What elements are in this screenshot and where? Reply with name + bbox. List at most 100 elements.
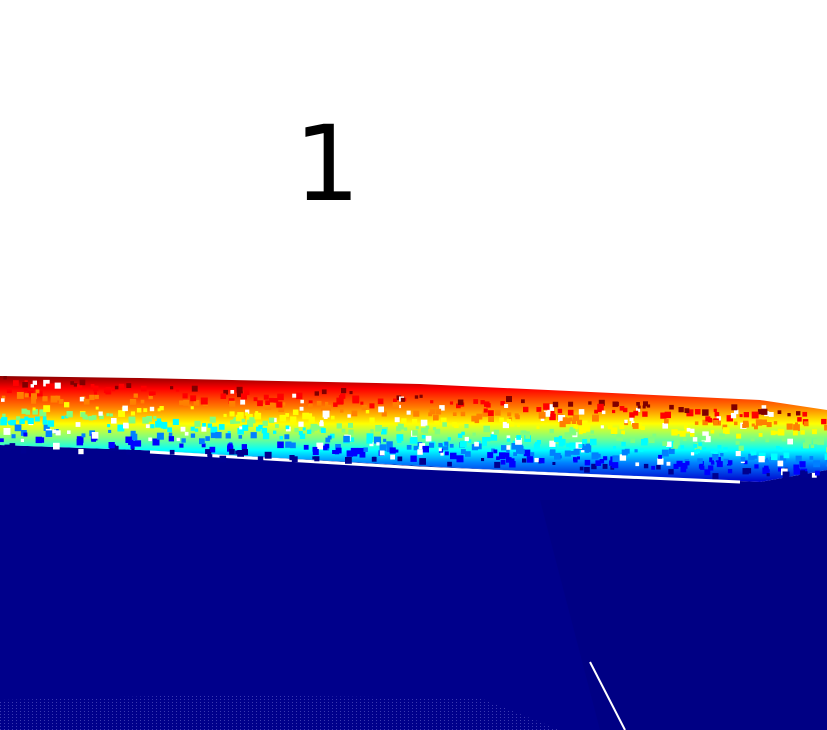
point-speckle — [99, 414, 104, 420]
point-speckle — [253, 397, 258, 402]
point-speckle — [169, 449, 175, 455]
region-label: 1 — [294, 103, 361, 225]
point-speckle — [191, 385, 198, 392]
point-speckle — [1, 398, 5, 402]
point-speckle — [94, 394, 99, 400]
point-speckle — [523, 406, 529, 413]
point-speckle — [16, 392, 24, 399]
scan-streak — [589, 661, 626, 730]
point-speckle — [588, 401, 592, 405]
point-speckle — [322, 410, 330, 418]
point-speckle — [642, 411, 648, 417]
point-speckle — [142, 417, 149, 424]
point-speckle — [523, 449, 531, 457]
point-speckle — [710, 461, 715, 465]
point-speckle — [98, 411, 103, 416]
point-speckle — [461, 431, 465, 436]
point-speckle — [562, 417, 568, 423]
point-speckle — [576, 419, 583, 426]
point-speckle — [481, 458, 485, 462]
point-speckle — [622, 449, 628, 456]
point-speckle — [694, 421, 699, 425]
point-speckle — [42, 419, 48, 425]
point-speckle — [308, 403, 313, 408]
point-speckle — [629, 412, 635, 418]
point-speckle — [751, 423, 755, 427]
point-speckle — [290, 416, 297, 423]
point-speckle — [598, 408, 602, 412]
point-speckle — [803, 421, 809, 427]
point-speckle — [482, 441, 487, 447]
point-speckle — [400, 397, 405, 402]
point-speckle — [341, 388, 347, 394]
point-speckle — [429, 442, 435, 448]
point-speckle — [600, 425, 604, 429]
point-speckle — [652, 433, 657, 438]
point-speckle — [518, 445, 524, 452]
point-speckle — [39, 409, 47, 417]
point-speckle — [323, 445, 328, 451]
point-speckle — [93, 385, 99, 392]
point-speckle — [284, 435, 288, 439]
point-speckle — [473, 399, 479, 404]
point-speckle — [449, 443, 454, 448]
point-speckle — [765, 438, 770, 443]
point-speckle — [813, 460, 821, 468]
point-speckle — [558, 415, 566, 422]
point-speckle — [106, 413, 110, 417]
point-speckle — [269, 401, 276, 408]
point-speckle — [702, 409, 709, 416]
point-speckle — [295, 392, 303, 400]
point-speckle — [799, 461, 806, 468]
point-speckle — [108, 442, 115, 449]
point-speckle — [257, 456, 264, 462]
point-speckle — [413, 410, 420, 417]
point-speckle — [539, 458, 545, 464]
point-speckle — [793, 468, 801, 475]
point-speckle — [758, 456, 765, 463]
point-speckle — [88, 416, 94, 421]
point-speckle — [658, 454, 662, 459]
point-speckle — [294, 427, 299, 433]
point-speckle — [148, 394, 153, 400]
point-speckle — [723, 460, 727, 465]
point-speckle — [243, 389, 250, 395]
point-speckle — [273, 398, 279, 403]
point-speckle — [129, 399, 136, 405]
point-speckle — [754, 464, 759, 469]
point-speckle — [130, 430, 136, 436]
point-speckle — [149, 406, 155, 412]
point-speckle — [611, 461, 619, 469]
point-speckle — [534, 457, 539, 463]
point-speckle — [519, 448, 525, 455]
point-speckle — [24, 380, 28, 384]
point-speckle — [415, 426, 419, 430]
point-speckle — [824, 424, 827, 431]
point-speckle — [9, 443, 16, 449]
point-speckle — [735, 451, 741, 457]
point-speckle — [430, 400, 434, 404]
point-speckle — [447, 437, 451, 441]
point-speckle — [25, 410, 31, 415]
point-speckle — [698, 464, 704, 469]
point-speckle — [312, 456, 316, 460]
point-speckle — [599, 459, 605, 464]
point-speckle — [383, 438, 387, 442]
point-speckle — [504, 404, 509, 408]
point-speckle — [761, 419, 767, 425]
point-speckle — [315, 425, 321, 430]
point-speckle — [499, 417, 504, 423]
point-speckle — [11, 434, 16, 439]
point-speckle — [320, 428, 326, 433]
point-speckle — [525, 431, 530, 437]
point-speckle — [686, 427, 691, 432]
point-speckle — [340, 409, 344, 413]
point-speckle — [786, 423, 793, 430]
point-speckle — [506, 449, 510, 453]
point-speckle — [787, 413, 791, 417]
point-speckle — [118, 410, 125, 418]
point-speckle — [379, 444, 387, 452]
point-speckle — [146, 416, 152, 422]
point-speckle — [345, 457, 352, 464]
point-speckle — [396, 434, 404, 442]
